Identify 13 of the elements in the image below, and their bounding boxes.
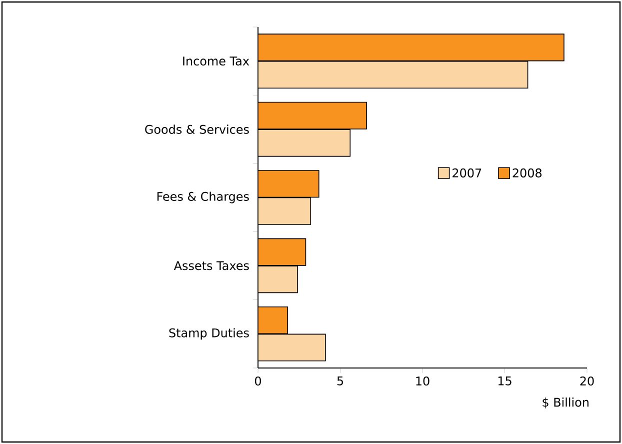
y-tick-label: Assets Taxes xyxy=(174,261,249,270)
legend-label: 2008 xyxy=(512,168,542,178)
x-axis-title: $ Billion xyxy=(542,398,588,408)
x-tick-label: 10 xyxy=(416,376,430,386)
x-tick-label: 20 xyxy=(580,376,594,386)
y-tick-label: Stamp Duties xyxy=(169,328,249,340)
legend-label: 2007 xyxy=(452,168,482,178)
y-tick-label: Fees & Charges xyxy=(157,192,249,204)
y-tick-label: Income Tax xyxy=(183,56,250,66)
y-tick-label: Goods & Services xyxy=(145,124,249,134)
x-tick-label: 0 xyxy=(254,376,262,386)
x-tick-label: 5 xyxy=(337,376,344,386)
x-tick-label: 15 xyxy=(498,376,512,386)
